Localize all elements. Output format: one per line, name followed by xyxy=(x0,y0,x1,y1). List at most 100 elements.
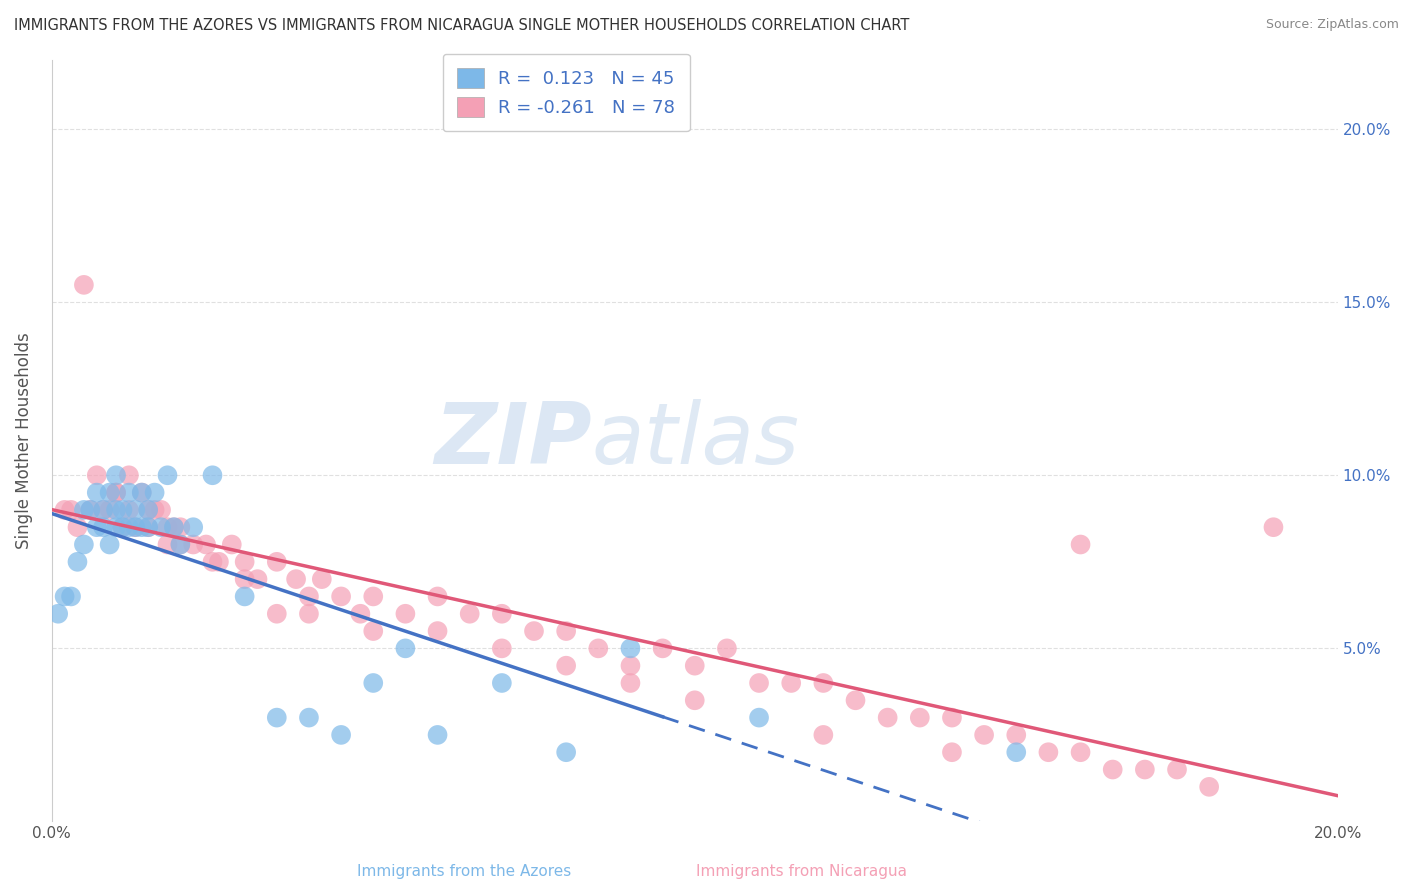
Point xyxy=(683,693,706,707)
Point xyxy=(124,503,146,517)
Point xyxy=(394,641,416,656)
Point xyxy=(1005,728,1028,742)
Point xyxy=(86,485,108,500)
Point xyxy=(491,676,513,690)
Text: Source: ZipAtlas.com: Source: ZipAtlas.com xyxy=(1265,18,1399,31)
Point xyxy=(908,710,931,724)
Point xyxy=(124,520,146,534)
Point xyxy=(1070,745,1092,759)
Point xyxy=(53,503,76,517)
Point xyxy=(285,572,308,586)
Point xyxy=(298,710,321,724)
Text: IMMIGRANTS FROM THE AZORES VS IMMIGRANTS FROM NICARAGUA SINGLE MOTHER HOUSEHOLDS: IMMIGRANTS FROM THE AZORES VS IMMIGRANTS… xyxy=(14,18,910,33)
Point xyxy=(748,710,770,724)
Point xyxy=(73,503,96,517)
Point xyxy=(169,537,191,551)
Point xyxy=(111,520,134,534)
Point xyxy=(156,520,179,534)
Point xyxy=(973,728,995,742)
Point xyxy=(941,745,963,759)
Point xyxy=(105,468,128,483)
Point xyxy=(426,590,449,604)
Point xyxy=(150,520,173,534)
Point xyxy=(1005,745,1028,759)
Point xyxy=(79,503,101,517)
Point xyxy=(523,624,546,638)
Point xyxy=(118,468,141,483)
Point xyxy=(169,520,191,534)
Point xyxy=(143,503,166,517)
Point xyxy=(131,485,153,500)
Point xyxy=(1101,763,1123,777)
Point xyxy=(266,555,288,569)
Point xyxy=(394,607,416,621)
Point xyxy=(813,676,835,690)
Point xyxy=(91,503,114,517)
Point xyxy=(136,520,159,534)
Point xyxy=(1133,763,1156,777)
Point xyxy=(118,503,141,517)
Point xyxy=(221,537,243,551)
Point xyxy=(60,590,83,604)
Point xyxy=(555,658,578,673)
Point xyxy=(619,676,641,690)
Point xyxy=(716,641,738,656)
Point xyxy=(105,520,128,534)
Point xyxy=(163,520,186,534)
Point xyxy=(136,520,159,534)
Point xyxy=(491,641,513,656)
Text: atlas: atlas xyxy=(592,399,800,483)
Point xyxy=(143,485,166,500)
Y-axis label: Single Mother Households: Single Mother Households xyxy=(15,333,32,549)
Point xyxy=(426,624,449,638)
Text: ZIP: ZIP xyxy=(434,399,592,483)
Point xyxy=(91,503,114,517)
Point xyxy=(1198,780,1220,794)
Point xyxy=(208,555,231,569)
Point xyxy=(118,520,141,534)
Point xyxy=(91,520,114,534)
Point xyxy=(131,520,153,534)
Point xyxy=(169,537,191,551)
Point xyxy=(156,537,179,551)
Point xyxy=(1263,520,1285,534)
Point xyxy=(780,676,803,690)
Point xyxy=(555,624,578,638)
Point xyxy=(266,607,288,621)
Point xyxy=(588,641,610,656)
Point xyxy=(181,520,204,534)
Point xyxy=(150,503,173,517)
Point xyxy=(60,503,83,517)
Point xyxy=(361,624,384,638)
Point xyxy=(181,537,204,551)
Point xyxy=(105,503,128,517)
Point xyxy=(748,676,770,690)
Point xyxy=(491,607,513,621)
Point xyxy=(330,728,353,742)
Point xyxy=(683,658,706,673)
Point xyxy=(163,520,186,534)
Point xyxy=(619,641,641,656)
Point xyxy=(1166,763,1188,777)
Point xyxy=(1070,537,1092,551)
Point xyxy=(124,520,146,534)
Point xyxy=(813,728,835,742)
Point xyxy=(156,468,179,483)
Point xyxy=(201,555,224,569)
Text: Immigrants from the Azores: Immigrants from the Azores xyxy=(357,863,571,879)
Point xyxy=(118,485,141,500)
Point xyxy=(46,607,69,621)
Text: Immigrants from Nicaragua: Immigrants from Nicaragua xyxy=(696,863,907,879)
Point xyxy=(66,520,89,534)
Point xyxy=(201,468,224,483)
Point xyxy=(111,503,134,517)
Point xyxy=(86,520,108,534)
Point xyxy=(136,503,159,517)
Point xyxy=(73,537,96,551)
Point xyxy=(330,590,353,604)
Point xyxy=(73,277,96,292)
Point xyxy=(105,485,128,500)
Point xyxy=(555,745,578,759)
Point xyxy=(844,693,866,707)
Point xyxy=(458,607,481,621)
